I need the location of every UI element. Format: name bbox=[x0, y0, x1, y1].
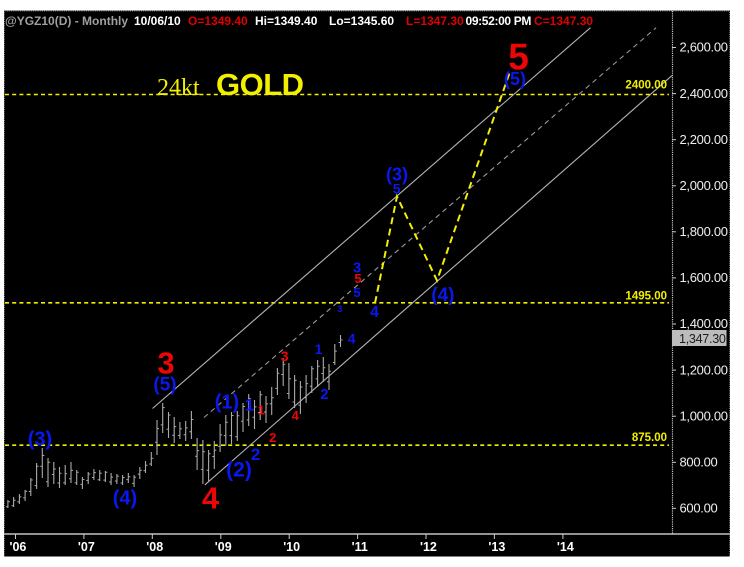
svg-text:1,600.00: 1,600.00 bbox=[680, 270, 728, 285]
svg-text:'12: '12 bbox=[420, 540, 437, 554]
svg-text:'08: '08 bbox=[146, 540, 163, 554]
svg-text:24kt: 24kt bbox=[157, 75, 200, 101]
svg-text:1,000.00: 1,000.00 bbox=[680, 408, 728, 423]
svg-text:3: 3 bbox=[337, 304, 342, 314]
svg-text:10/06/10: 10/06/10 bbox=[134, 14, 181, 28]
svg-text:GOLD: GOLD bbox=[216, 67, 304, 102]
svg-text:(5): (5) bbox=[504, 69, 526, 89]
svg-text:(5): (5) bbox=[153, 374, 176, 395]
svg-text:4: 4 bbox=[202, 481, 220, 516]
svg-text:09:52:00 PM: 09:52:00 PM bbox=[466, 14, 532, 28]
svg-text:(4): (4) bbox=[113, 488, 137, 510]
svg-text:(4): (4) bbox=[431, 285, 454, 306]
svg-text:1,200.00: 1,200.00 bbox=[680, 362, 728, 377]
svg-text:'09: '09 bbox=[215, 540, 232, 554]
svg-text:1: 1 bbox=[258, 402, 265, 417]
svg-text:'06: '06 bbox=[10, 540, 27, 554]
svg-text:'13: '13 bbox=[488, 540, 505, 554]
svg-text:L=1347.30: L=1347.30 bbox=[406, 14, 464, 28]
svg-text:1,400.00: 1,400.00 bbox=[680, 316, 728, 331]
svg-text:@YGZ10(D) - Monthly: @YGZ10(D) - Monthly bbox=[5, 14, 128, 28]
svg-text:5: 5 bbox=[353, 285, 360, 300]
svg-text:3: 3 bbox=[157, 345, 174, 380]
svg-text:(1): (1) bbox=[215, 392, 239, 414]
svg-text:(3): (3) bbox=[386, 164, 408, 184]
svg-text:3: 3 bbox=[281, 348, 289, 364]
svg-text:5: 5 bbox=[354, 271, 361, 286]
svg-text:2: 2 bbox=[269, 430, 276, 445]
svg-text:2,000.00: 2,000.00 bbox=[680, 178, 728, 193]
svg-text:1: 1 bbox=[245, 396, 254, 415]
svg-text:2,200.00: 2,200.00 bbox=[680, 132, 728, 147]
svg-text:875.00: 875.00 bbox=[632, 432, 667, 444]
svg-text:'07: '07 bbox=[78, 540, 95, 554]
svg-text:2,600.00: 2,600.00 bbox=[680, 40, 728, 55]
svg-text:C=1347.30: C=1347.30 bbox=[534, 14, 593, 28]
svg-text:1495.00: 1495.00 bbox=[625, 290, 667, 302]
svg-text:2,400.00: 2,400.00 bbox=[680, 86, 728, 101]
svg-text:1,347.30: 1,347.30 bbox=[679, 332, 726, 346]
svg-text:Hi=1349.40: Hi=1349.40 bbox=[255, 14, 318, 28]
svg-text:(3): (3) bbox=[28, 429, 52, 451]
svg-text:2400.00: 2400.00 bbox=[625, 80, 667, 92]
svg-text:'10: '10 bbox=[283, 540, 300, 554]
svg-text:4: 4 bbox=[348, 331, 356, 347]
svg-text:800.00: 800.00 bbox=[680, 455, 718, 470]
svg-text:2: 2 bbox=[251, 445, 260, 464]
svg-text:O=1349.40: O=1349.40 bbox=[188, 14, 248, 28]
svg-text:'11: '11 bbox=[352, 540, 368, 554]
svg-text:4: 4 bbox=[292, 408, 300, 423]
svg-text:Lo=1345.60: Lo=1345.60 bbox=[329, 14, 394, 28]
svg-text:4: 4 bbox=[370, 304, 379, 321]
svg-text:3: 3 bbox=[353, 259, 361, 276]
svg-text:1: 1 bbox=[315, 341, 323, 357]
svg-text:5: 5 bbox=[508, 37, 529, 78]
svg-text:(2): (2) bbox=[226, 458, 252, 481]
svg-text:2: 2 bbox=[320, 386, 328, 403]
svg-text:600.00: 600.00 bbox=[680, 501, 718, 516]
svg-text:'14: '14 bbox=[557, 540, 574, 554]
svg-text:1,800.00: 1,800.00 bbox=[680, 224, 728, 239]
svg-text:5: 5 bbox=[393, 181, 401, 197]
